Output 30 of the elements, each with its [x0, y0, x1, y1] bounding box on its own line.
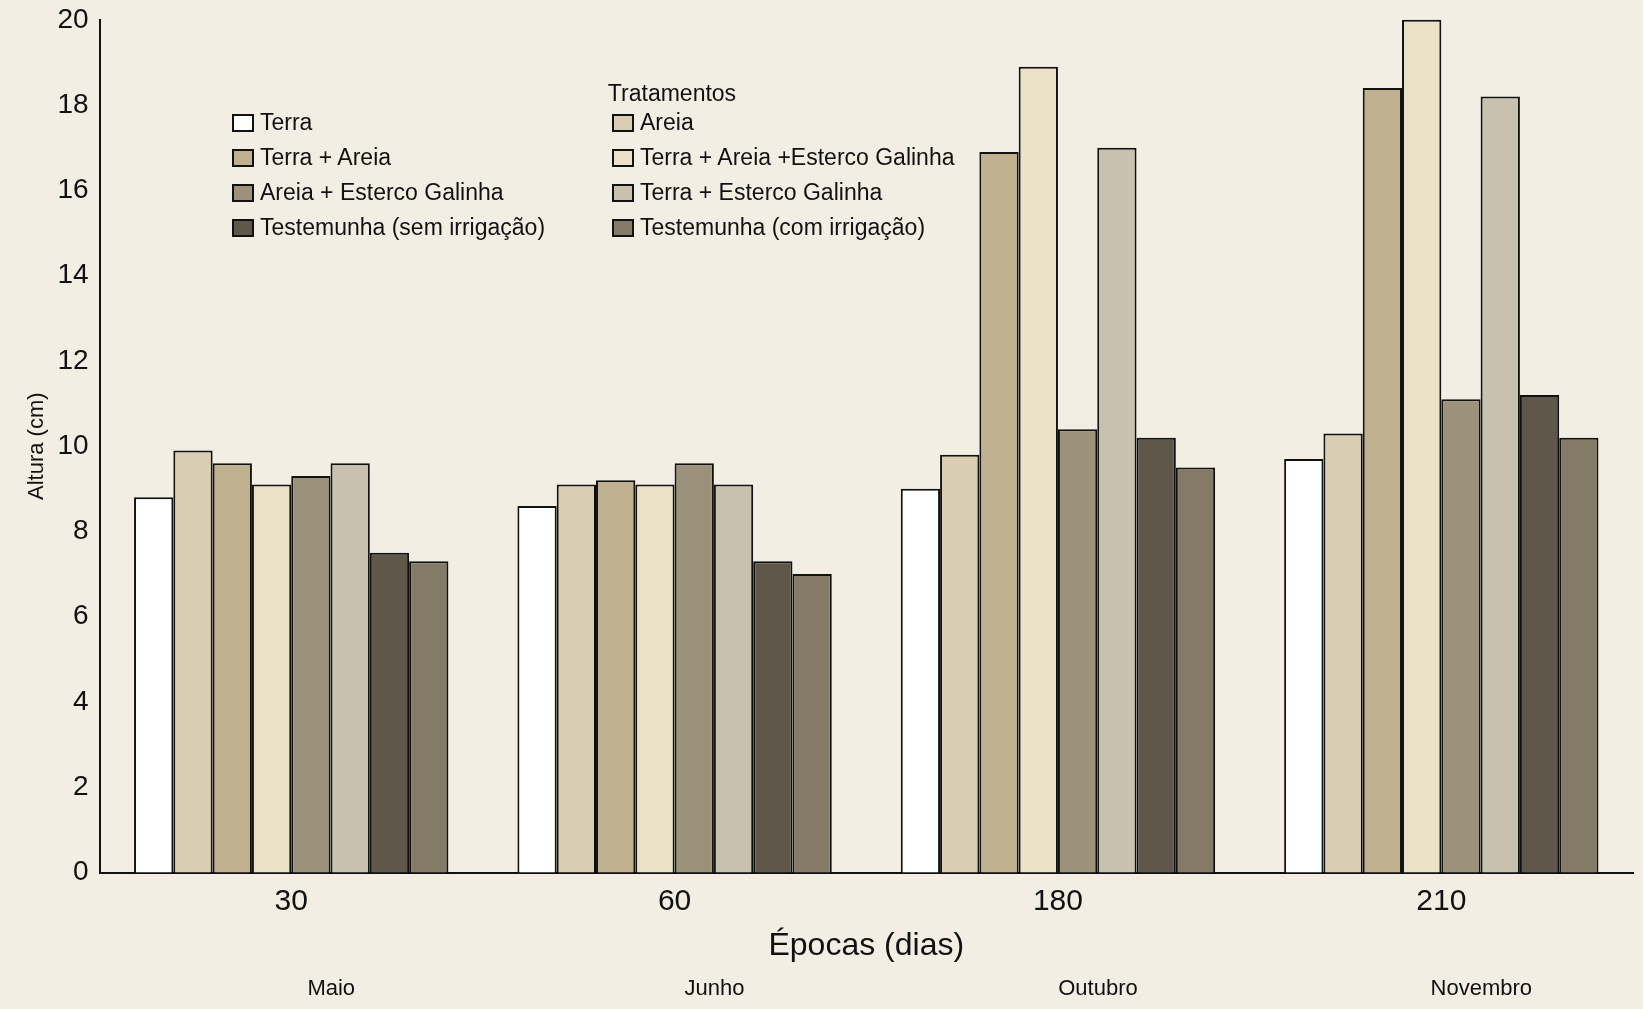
y-axis-title: Altura (cm) [23, 392, 49, 500]
y-tick-label: 6 [72, 599, 89, 631]
x-tick-label: 210 [1416, 882, 1467, 916]
legend-label: Areia [640, 109, 694, 136]
legend-label: Terra + Areia [260, 144, 392, 171]
legend-label: Testemunha (sem irrigação) [260, 214, 546, 241]
y-tick-label: 0 [72, 855, 89, 887]
legend-label: Testemunha (com irrigação) [640, 214, 926, 241]
legend-label: Terra + Esterco Galinha [640, 179, 883, 206]
text: Junho [684, 975, 745, 1000]
x-tick-label: 30 [274, 882, 308, 916]
y-tick-label: 12 [57, 343, 89, 375]
y-tick-label: 8 [72, 514, 89, 546]
y-tick-label: 16 [57, 173, 89, 205]
legend-label: Terra [260, 109, 313, 136]
text: Outubro [1058, 975, 1138, 1000]
legend-label: Areia + Esterco Galinha [260, 179, 504, 206]
y-tick-label: 18 [57, 87, 89, 119]
y-tick-label: 14 [57, 258, 89, 290]
y-tick-label: 4 [72, 684, 89, 716]
legend-title: Tratamentos [606, 80, 738, 107]
y-tick-label: 20 [57, 2, 89, 34]
text: Maio [307, 975, 356, 1000]
y-tick-label: 10 [57, 428, 89, 460]
x-tick-label: 180 [1032, 882, 1083, 916]
x-axis-title: Épocas (dias) [768, 925, 965, 962]
legend-label: Terra + Areia +Esterco Galinha [640, 144, 955, 171]
text: Novembro [1430, 975, 1533, 1000]
y-tick-label: 2 [72, 770, 89, 802]
x-tick-label: 60 [657, 882, 692, 916]
